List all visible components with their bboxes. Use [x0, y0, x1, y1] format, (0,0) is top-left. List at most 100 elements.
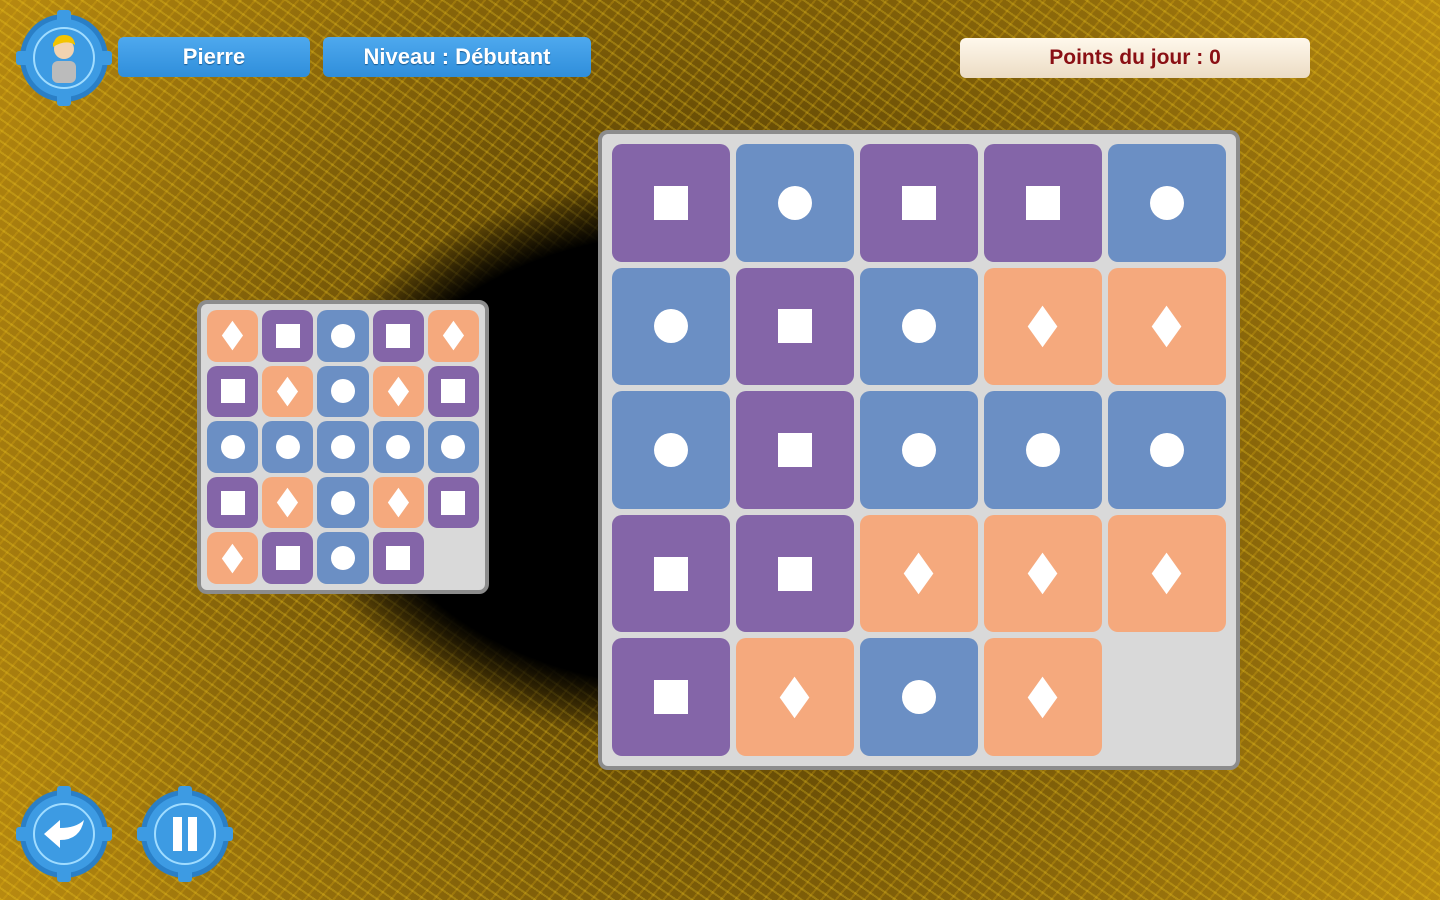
diamond-icon	[1028, 676, 1058, 719]
circle-tile[interactable]	[860, 638, 978, 756]
diamond-icon	[1028, 552, 1058, 595]
square-icon	[654, 185, 688, 220]
circle-tile	[317, 365, 369, 418]
square-icon	[778, 309, 812, 344]
diamond-tile[interactable]	[984, 514, 1102, 633]
square-icon	[441, 490, 466, 515]
player-name-label: Pierre	[118, 37, 310, 77]
diamond-icon	[780, 676, 810, 719]
circle-icon	[902, 309, 936, 344]
circle-tile	[372, 421, 424, 473]
square-tile	[207, 476, 259, 529]
diamond-icon	[277, 376, 299, 407]
square-tile	[262, 532, 314, 584]
square-tile[interactable]	[612, 638, 730, 756]
diamond-tile[interactable]	[984, 638, 1102, 756]
square-icon	[1026, 185, 1060, 220]
square-icon	[386, 323, 411, 348]
diamond-tile[interactable]	[1108, 514, 1226, 633]
diamond-tile	[207, 310, 259, 362]
square-tile	[207, 365, 259, 418]
diamond-icon	[387, 487, 409, 518]
circle-tile	[262, 421, 314, 473]
square-tile	[372, 310, 424, 362]
back-arrow-icon	[44, 820, 84, 848]
diamond-tile	[262, 365, 314, 418]
diamond-icon	[277, 487, 299, 518]
circle-tile	[317, 421, 369, 473]
level-label: Niveau : Débutant	[323, 37, 591, 77]
circle-icon	[220, 434, 245, 459]
circle-tile	[317, 532, 369, 584]
square-icon	[441, 379, 466, 404]
circle-tile[interactable]	[860, 391, 978, 509]
square-icon	[778, 556, 812, 591]
diamond-icon	[1152, 305, 1182, 348]
square-tile	[427, 365, 479, 418]
circle-tile[interactable]	[612, 391, 730, 509]
diamond-icon	[904, 552, 934, 595]
circle-tile	[317, 310, 369, 362]
square-icon	[220, 490, 245, 515]
diamond-tile	[207, 532, 259, 584]
diamond-tile	[372, 365, 424, 418]
diamond-icon	[222, 321, 244, 351]
square-tile[interactable]	[736, 391, 854, 509]
circle-tile	[207, 421, 259, 473]
circle-tile[interactable]	[1108, 144, 1226, 262]
square-icon	[654, 556, 688, 591]
circle-icon	[1026, 432, 1060, 467]
circle-tile[interactable]	[736, 144, 854, 262]
empty-cell[interactable]	[1108, 638, 1226, 756]
square-tile[interactable]	[612, 514, 730, 633]
diamond-icon	[1028, 305, 1058, 348]
diamond-tile[interactable]	[736, 638, 854, 756]
circle-icon	[1150, 185, 1184, 220]
circle-icon	[386, 434, 411, 459]
circle-icon	[330, 379, 355, 404]
circle-icon	[441, 434, 466, 459]
diamond-icon	[1152, 552, 1182, 595]
square-tile[interactable]	[984, 144, 1102, 262]
empty-cell	[428, 532, 479, 584]
square-icon	[902, 185, 936, 220]
circle-icon	[654, 309, 688, 344]
circle-icon	[330, 546, 355, 571]
diamond-icon	[442, 321, 464, 351]
circle-tile	[427, 421, 479, 473]
play-board	[598, 130, 1240, 770]
circle-icon	[330, 490, 355, 515]
diamond-icon	[387, 376, 409, 407]
circle-icon	[275, 434, 300, 459]
diamond-tile	[427, 310, 479, 362]
square-icon	[778, 432, 812, 467]
avatar-button[interactable]	[16, 10, 112, 106]
circle-tile[interactable]	[1108, 391, 1226, 509]
square-icon	[386, 546, 411, 571]
square-tile	[372, 532, 424, 584]
diamond-tile[interactable]	[984, 267, 1102, 386]
diamond-tile	[372, 476, 424, 529]
square-tile	[427, 476, 479, 529]
circle-icon	[330, 434, 355, 459]
square-tile[interactable]	[860, 144, 978, 262]
player-avatar-icon	[52, 35, 76, 83]
circle-icon	[778, 185, 812, 220]
back-button[interactable]	[16, 786, 112, 882]
diamond-tile[interactable]	[1108, 267, 1226, 386]
diamond-icon	[222, 543, 244, 573]
circle-tile[interactable]	[860, 267, 978, 386]
square-tile[interactable]	[736, 514, 854, 633]
square-tile[interactable]	[736, 267, 854, 386]
square-tile[interactable]	[612, 144, 730, 262]
circle-icon	[902, 680, 936, 715]
circle-tile[interactable]	[612, 267, 730, 386]
square-tile	[262, 310, 314, 362]
square-icon	[654, 680, 688, 715]
circle-tile[interactable]	[984, 391, 1102, 509]
diamond-tile	[262, 476, 314, 529]
pause-button[interactable]	[137, 786, 233, 882]
circle-tile	[317, 476, 369, 529]
diamond-tile[interactable]	[860, 514, 978, 633]
square-icon	[275, 546, 300, 571]
